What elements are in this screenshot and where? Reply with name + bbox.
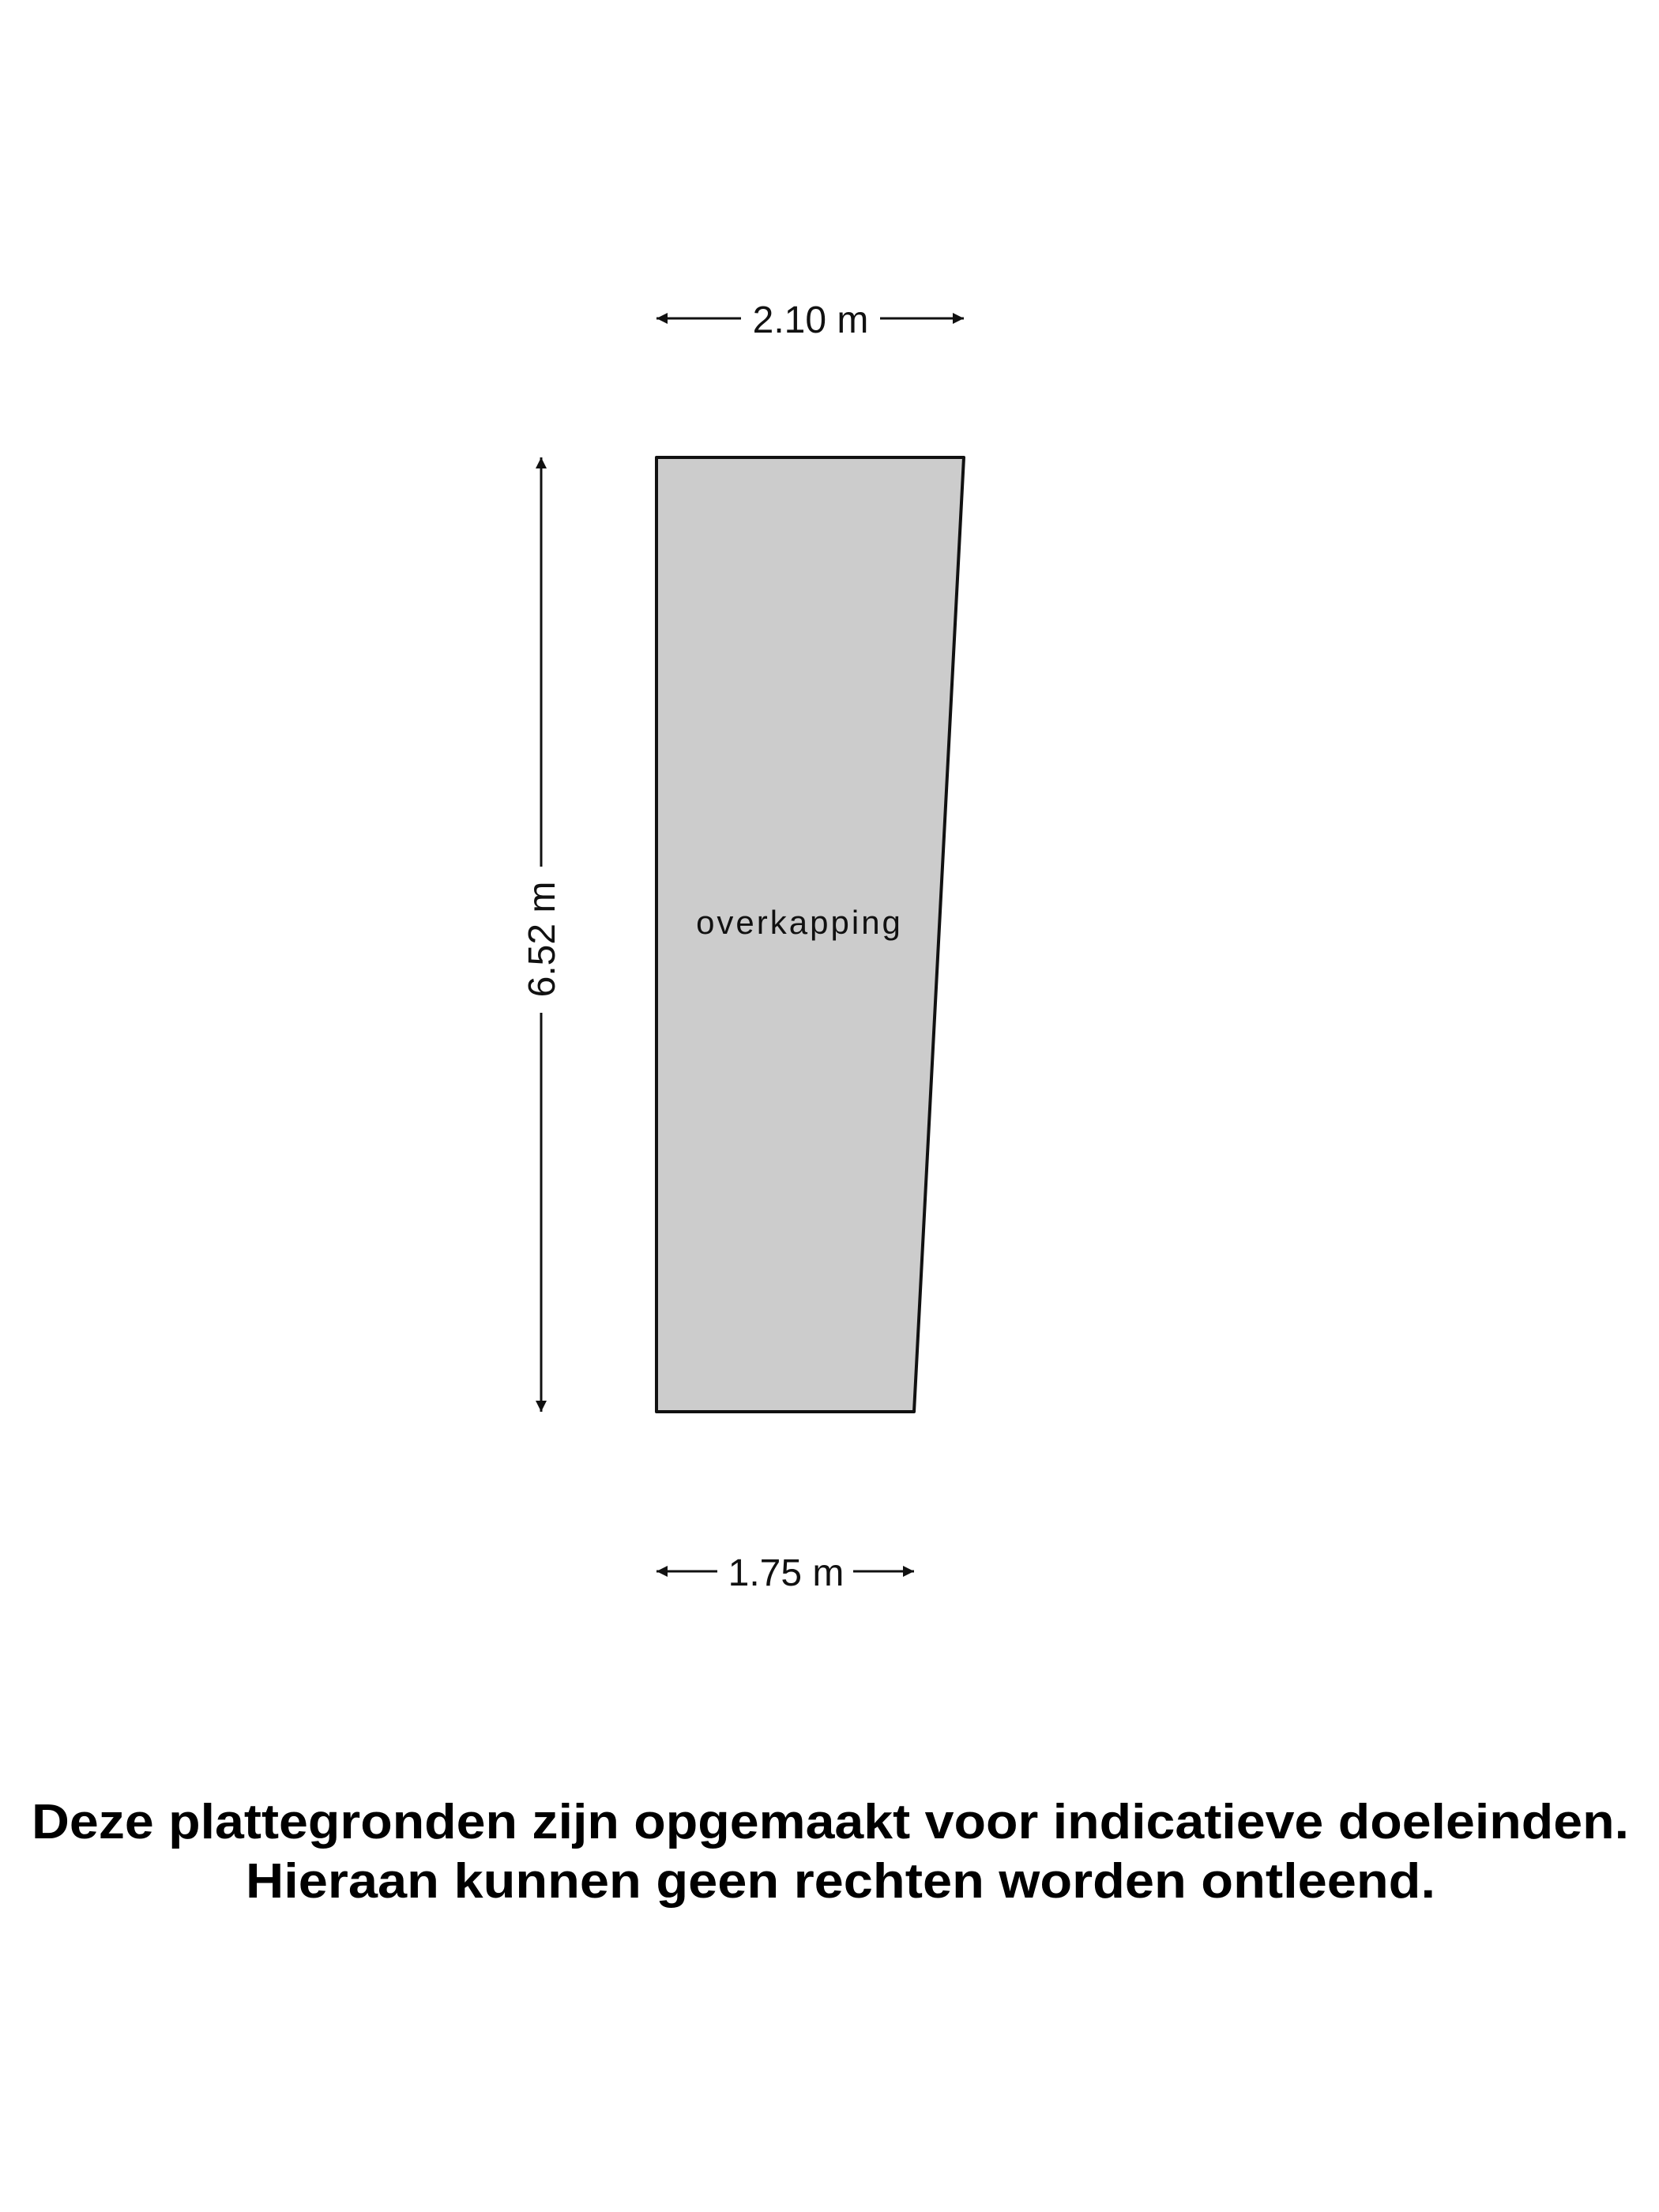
- disclaimer-line-1: Deze plattegronden zijn opgemaakt voor i…: [32, 1795, 1629, 1849]
- top-width-dimension: 2.10 m: [656, 299, 964, 341]
- room-label: overkapping: [696, 904, 903, 941]
- disclaimer-line-2: Hieraan kunnen geen rechten worden ontle…: [246, 1854, 1435, 1909]
- room-overkapping: [655, 456, 965, 1413]
- bottom-width-dimension: 1.75 m: [656, 1552, 914, 1594]
- left-height-dimension: 6.52 m: [521, 457, 563, 1412]
- left-height-label: 6.52 m: [521, 882, 563, 998]
- top-width-label: 2.10 m: [753, 299, 869, 341]
- bottom-width-label: 1.75 m: [728, 1552, 845, 1594]
